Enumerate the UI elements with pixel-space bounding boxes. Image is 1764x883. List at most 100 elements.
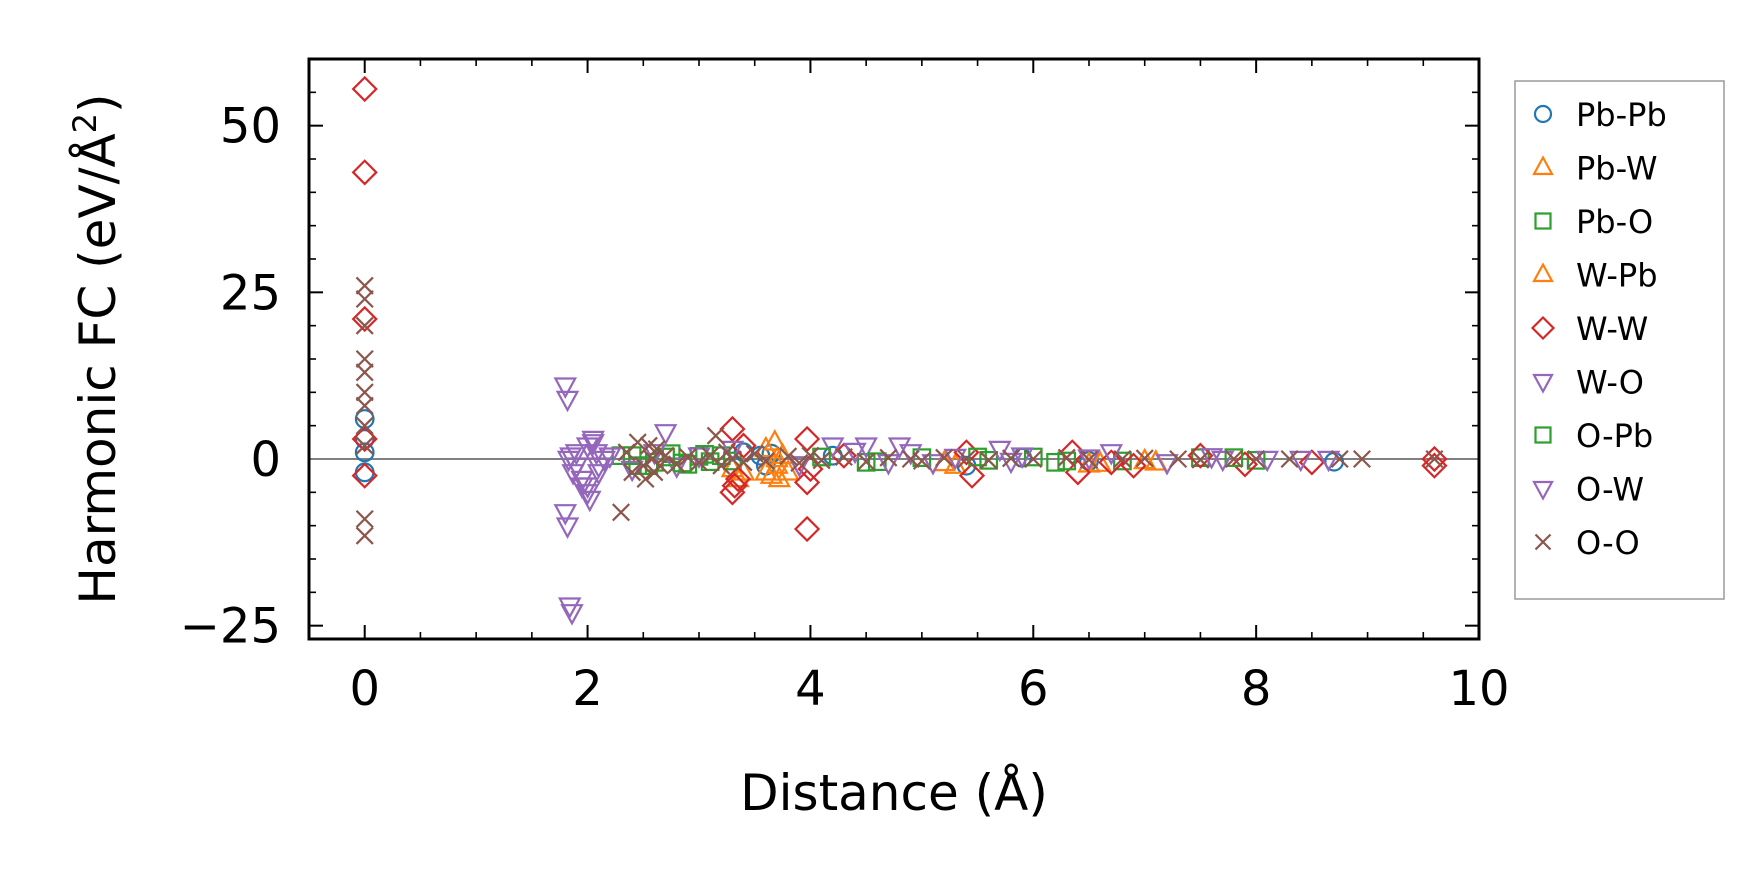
data-point (575, 484, 600, 506)
data-point (779, 447, 798, 466)
data-point (901, 449, 920, 469)
legend-item-w-w: W-W (1530, 310, 1648, 348)
data-point (560, 604, 584, 626)
data-point (958, 462, 986, 489)
data-point (355, 396, 374, 415)
data-point (354, 442, 375, 463)
data-point (351, 305, 378, 333)
legend-item-pb-o: Pb-O (1534, 203, 1653, 241)
data-point (724, 465, 752, 493)
data-point (759, 462, 784, 484)
legend-label: W-O (1576, 364, 1644, 402)
data-point (812, 451, 831, 470)
data-point (1247, 449, 1266, 469)
data-point (570, 470, 594, 493)
data-point (556, 450, 581, 473)
legend-marker (1532, 155, 1554, 176)
data-point (1288, 450, 1313, 473)
data-point (1191, 450, 1210, 469)
x-tick-label: 4 (795, 661, 826, 717)
data-point (1113, 451, 1132, 471)
series-w-w (351, 75, 1448, 543)
data-point (1098, 449, 1125, 476)
data-point (1246, 450, 1266, 470)
legend-item-o-w: O-W (1532, 471, 1644, 509)
legend-label: Pb-Pb (1576, 96, 1667, 134)
y-tick-label: 0 (250, 432, 281, 488)
data-point (354, 462, 375, 483)
x-tick-label: 10 (1448, 661, 1509, 717)
data-point (355, 289, 374, 309)
data-point (793, 469, 821, 496)
legend: Pb-Pb Pb-W Pb-O W-Pb W-W W-O O-Pb O-W O-O (1514, 80, 1725, 600)
data-point (586, 464, 611, 486)
x-tick-label: 2 (572, 661, 603, 717)
legend-marker (1533, 104, 1553, 124)
data-point (767, 465, 791, 488)
legend-item-w-o: W-O (1532, 364, 1644, 402)
data-point (664, 457, 689, 479)
data-point (355, 363, 374, 382)
data-point (979, 450, 999, 470)
data-point (581, 434, 605, 456)
data-point (628, 433, 647, 452)
data-point (1023, 447, 1043, 467)
data-point (957, 449, 976, 469)
data-point (355, 416, 374, 435)
data-point (1113, 449, 1132, 469)
data-point (787, 456, 812, 478)
data-point (754, 459, 778, 481)
y-tick-label: −25 (180, 599, 281, 655)
data-point (1079, 450, 1099, 469)
data-point (355, 526, 374, 545)
data-point (793, 425, 821, 453)
y-axis-label-close: ) (69, 93, 127, 113)
data-point (1224, 449, 1243, 469)
data-point (712, 456, 731, 475)
data-point (706, 426, 725, 445)
data-point (856, 452, 876, 472)
data-point (667, 455, 686, 474)
data-point (1001, 449, 1021, 468)
data-point (763, 429, 787, 451)
data-point (355, 383, 374, 402)
data-point (653, 424, 678, 446)
legend-label: Pb-W (1576, 150, 1658, 188)
legend-marker (1532, 262, 1554, 283)
y-tick-label: 50 (220, 99, 281, 155)
legend-marker (1532, 373, 1554, 394)
legend-item-w-pb: W-Pb (1532, 257, 1658, 295)
data-point (351, 159, 378, 186)
data-point (564, 444, 589, 466)
data-point (592, 450, 617, 473)
data-point (979, 451, 998, 470)
data-point (876, 454, 901, 476)
legend-item-pb-pb: Pb-Pb (1533, 96, 1667, 134)
data-point (1057, 451, 1077, 471)
data-point (1210, 450, 1235, 473)
data-point (834, 447, 853, 467)
data-point (790, 453, 809, 473)
data-point (656, 446, 675, 465)
data-point (1077, 449, 1101, 471)
data-point (854, 437, 878, 459)
data-point (1024, 449, 1043, 469)
data-points (351, 75, 1448, 626)
legend-item-pb-w: Pb-W (1532, 150, 1658, 188)
data-point (723, 449, 742, 469)
legend-label: O-Pb (1576, 417, 1653, 455)
data-point (557, 597, 582, 619)
data-point (586, 457, 611, 479)
tick-labels: 0 2 4 6 8 10 −25 0 25 50 (180, 99, 1510, 717)
legend-marker (1530, 315, 1556, 341)
data-point (647, 439, 666, 459)
legend-marker (1534, 212, 1552, 230)
data-point (1088, 450, 1112, 472)
data-point (1169, 449, 1188, 469)
legend-label: O-W (1576, 471, 1644, 509)
series-pb-pb (354, 409, 1345, 483)
data-point (1046, 452, 1065, 472)
data-point (1421, 445, 1448, 473)
data-point (935, 448, 954, 467)
data-point (719, 415, 746, 443)
